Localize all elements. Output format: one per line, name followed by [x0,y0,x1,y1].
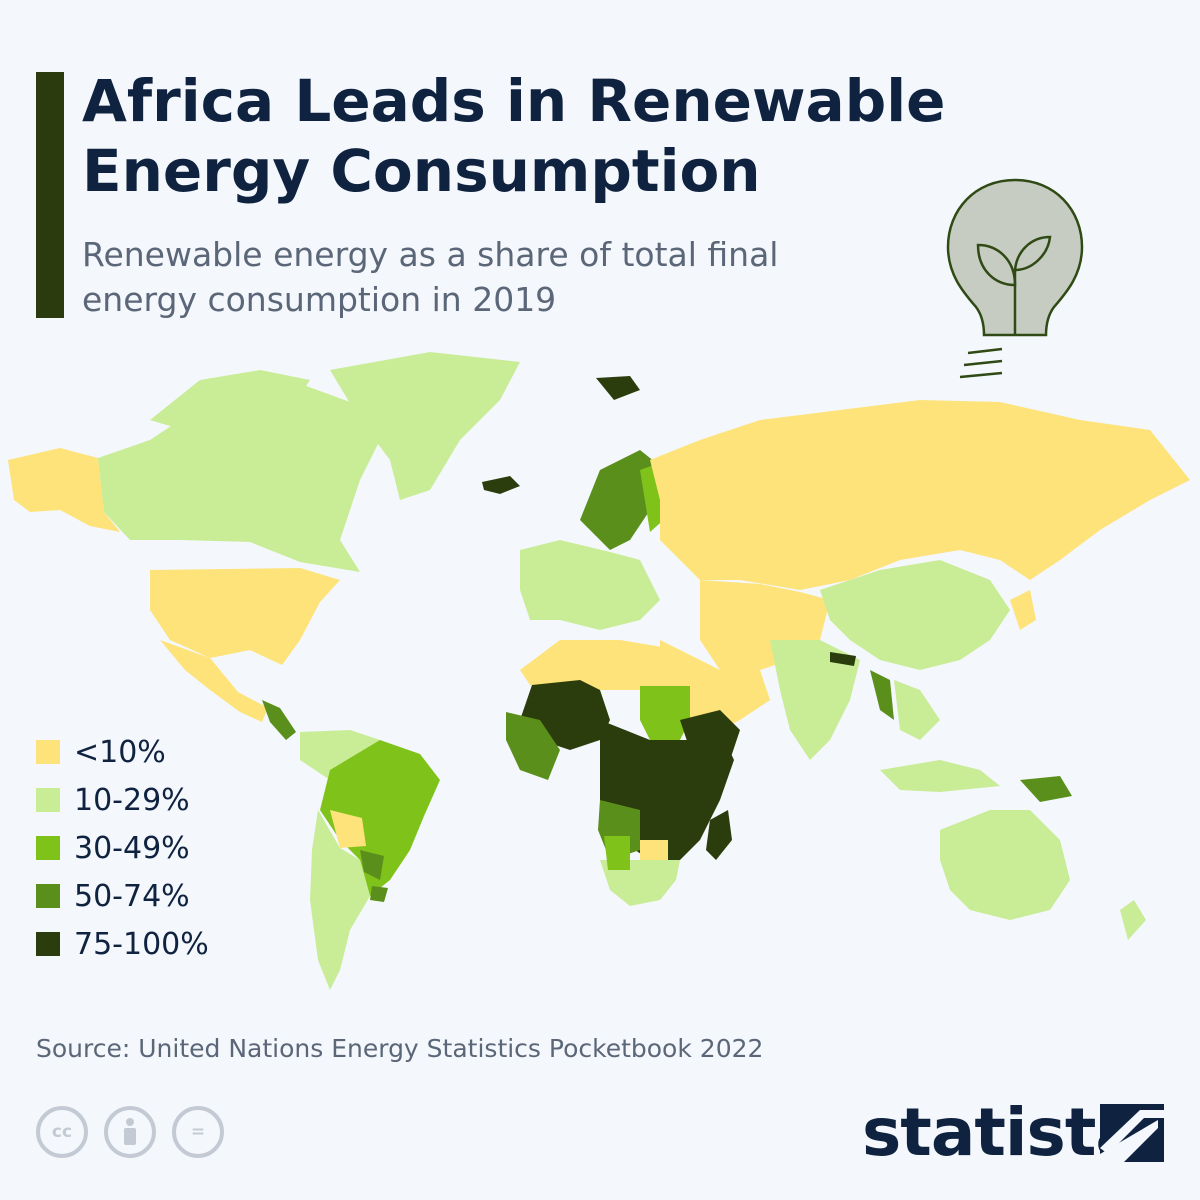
map-region-papua-new-guinea [1020,776,1072,802]
map-region-nepal [830,652,856,666]
map-region-southeast-asia [894,680,940,740]
map-region-western-europe [520,540,660,630]
map-region-indonesia [880,760,1000,792]
map-region-svalbard [596,376,640,400]
map-region-usa [150,568,340,665]
map-region-russia [650,400,1190,590]
legend-item-10-29: 10-29% [36,776,209,824]
attribution-icon[interactable] [104,1106,156,1158]
title-accent-bar [36,72,64,318]
map-region-australia [940,810,1070,920]
map-region-horn-of-africa [680,710,740,770]
legend-swatch [36,884,60,908]
world-map [8,352,1190,990]
lightbulb-icon [946,178,1084,379]
legend-label: 75-100% [74,926,209,962]
legend-swatch [36,788,60,812]
statista-logo-icon[interactable] [1100,1104,1164,1162]
map-region-southern-africa [600,860,680,906]
map-legend: <10% 10-29% 30-49% 50-74% 75-100% [36,728,209,968]
map-region-southern-cone [310,810,370,990]
map-region-japan [1010,590,1036,630]
license-icons: cc = [36,1106,224,1158]
cc-icon-label: cc [51,1122,73,1142]
legend-item-50-74: 50-74% [36,872,209,920]
legend-label: 30-49% [74,830,190,866]
map-region-sudan [640,686,690,740]
legend-swatch [36,836,60,860]
map-region-myanmar [870,670,894,720]
map-region-west-africa [506,712,560,780]
legend-label: 50-74% [74,878,190,914]
legend-item-30-49: 30-49% [36,824,209,872]
source-note: Source: United Nations Energy Statistics… [36,1034,764,1063]
map-region-madagascar [706,810,732,860]
map-region-alaska [8,448,120,532]
legend-label: <10% [74,734,166,770]
person-icon [124,1118,136,1145]
map-region-central-america [262,700,296,740]
map-region-brazil [320,740,440,896]
map-region-greenland [330,352,520,500]
no-derivatives-icon-label: = [190,1122,206,1142]
map-region-uruguay [370,886,388,902]
map-region-south-asia [770,640,860,760]
page-title: Africa Leads in Renewable Energy Consump… [82,67,946,205]
legend-label: 10-29% [74,782,190,818]
legend-item-lt10: <10% [36,728,209,776]
page-subtitle: Renewable energy as a share of total fin… [82,235,779,319]
no-derivatives-icon[interactable]: = [172,1106,224,1158]
map-region-bolivia [330,810,366,848]
legend-swatch [36,932,60,956]
statista-logo-text[interactable]: statista [862,1094,1140,1171]
map-region-canada [98,380,380,572]
map-region-iceland [482,476,520,494]
cc-icon[interactable]: cc [36,1106,88,1158]
map-region-new-zealand [1120,900,1146,940]
map-region-china [820,560,1010,670]
legend-item-75-100: 75-100% [36,920,209,968]
map-region-namibia [604,836,630,870]
map-region-mexico [160,640,268,722]
map-region-botswana [640,840,668,860]
map-region-paraguay [360,850,384,880]
map-region-canada-islands [150,370,310,432]
map-region-scandinavia [580,450,660,550]
legend-swatch [36,740,60,764]
